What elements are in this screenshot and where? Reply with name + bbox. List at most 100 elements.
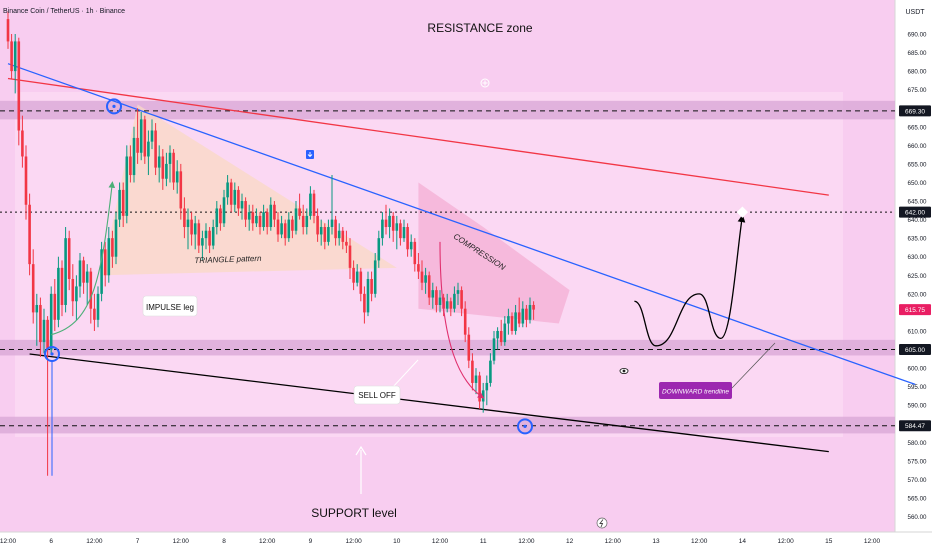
candle-body: [139, 119, 143, 153]
candle-body: [395, 223, 399, 231]
candle: [319, 219, 323, 246]
time-tick-label: 12:00: [518, 538, 535, 545]
candle-body: [528, 304, 532, 320]
time-tick-label: 12:00: [86, 538, 103, 545]
candle: [103, 241, 107, 287]
candle: [201, 230, 204, 261]
candle: [449, 297, 453, 317]
candle: [179, 163, 183, 220]
trendline-callout-pointer: [731, 342, 776, 389]
candle: [510, 312, 514, 335]
time-tick-label: 12:00: [259, 538, 276, 545]
candle: [64, 227, 67, 313]
candle-body: [309, 193, 312, 216]
support-arrow-head: [355, 445, 367, 456]
candle-body: [399, 223, 402, 239]
support-trendline: [29, 353, 829, 453]
price-tick-label: 640.00: [908, 217, 927, 224]
candle-body: [388, 215, 391, 228]
candle-body: [384, 219, 388, 228]
candle: [280, 215, 283, 239]
price-tick-label: 625.00: [908, 273, 927, 280]
candle-body: [445, 301, 449, 309]
candle-body: [67, 238, 71, 279]
candle: [255, 208, 258, 228]
candle: [143, 115, 147, 164]
time-tick-label: 12:00: [345, 538, 362, 545]
candle-body: [100, 249, 103, 294]
candle-body: [89, 271, 93, 309]
price-tick-label: 675.00: [908, 87, 927, 94]
candle-body: [233, 189, 237, 205]
candle: [355, 264, 359, 287]
candle: [305, 208, 309, 235]
candle-body: [348, 245, 352, 268]
price-axis: 560.00 565.00 570.00 575.00 580.00 590.00 595.…: [899, 31, 931, 521]
candle-body: [208, 230, 211, 246]
candle-body: [413, 241, 417, 265]
candle: [35, 293, 39, 346]
time-tick-label: 12:00: [777, 538, 794, 545]
price-tag-label: 615.75: [905, 307, 925, 314]
candle: [114, 212, 118, 265]
triangle-pattern-label: TRIANGLE pattern: [194, 254, 262, 265]
candle: [107, 227, 111, 283]
candle-body: [402, 227, 406, 239]
candle: [71, 264, 75, 317]
candle: [463, 301, 467, 343]
candle: [193, 215, 197, 250]
price-tag-label: 584.47: [905, 423, 925, 430]
candle-body: [60, 267, 64, 305]
candle: [366, 271, 370, 317]
price-tick-label: 610.00: [908, 328, 927, 335]
candle: [499, 319, 503, 346]
candle: [93, 293, 96, 331]
impulse-leg-label: IMPULSE leg: [146, 303, 194, 312]
sell-off-label: SELL OFF: [358, 391, 396, 400]
price-tick-label: 590.00: [908, 403, 927, 410]
candle-body: [438, 297, 442, 305]
candle-body: [427, 275, 431, 298]
candle-body: [420, 271, 424, 283]
candle-body: [298, 208, 301, 216]
candle-body: [157, 156, 161, 168]
candle-body: [525, 308, 528, 320]
candle-body: [327, 227, 330, 242]
candle-body: [64, 238, 67, 305]
candle: [298, 193, 301, 220]
candle: [60, 260, 64, 317]
candle-body: [179, 171, 183, 209]
candle: [521, 301, 525, 328]
candle-body: [244, 201, 247, 220]
candle: [111, 230, 114, 268]
candle-body: [287, 219, 291, 239]
price-tag-label: 669.30: [905, 108, 925, 115]
candle-body: [449, 301, 453, 309]
price-tick-label: 630.00: [908, 254, 927, 261]
price-tag-box: [899, 105, 931, 117]
candle: [139, 111, 143, 161]
price-tag-box: [899, 420, 931, 432]
touch-point-dot: [50, 352, 54, 356]
time-tick-label: 13: [652, 538, 660, 545]
price-tag-box: [899, 304, 931, 316]
candle-body: [492, 338, 496, 361]
price-tick-label: 575.00: [908, 458, 927, 465]
candle-body: [114, 219, 118, 257]
candle-body: [262, 212, 265, 228]
candle-body: [57, 267, 60, 320]
overlay-layer: [44, 78, 776, 529]
candle-body: [391, 215, 395, 231]
lightning-icon: [596, 517, 608, 529]
candle: [445, 293, 449, 313]
candle: [525, 304, 528, 328]
currency-label: USDT: [905, 9, 925, 16]
candle: [301, 204, 305, 235]
zone-mid-support: [0, 339, 895, 356]
candle: [258, 212, 262, 235]
candle: [237, 186, 240, 216]
candle: [96, 286, 100, 328]
time-tick-label: 7: [136, 538, 140, 545]
candle: [17, 37, 21, 146]
